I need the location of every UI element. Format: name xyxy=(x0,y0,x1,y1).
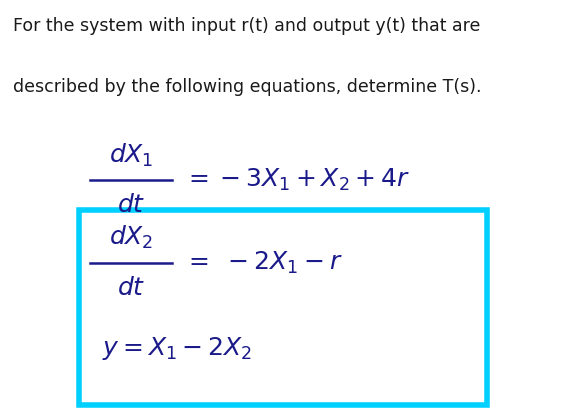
FancyBboxPatch shape xyxy=(79,210,487,405)
Text: $dt$: $dt$ xyxy=(117,276,145,300)
Text: $= \ -2X_1 - r$: $= \ -2X_1 - r$ xyxy=(184,250,342,276)
Text: $dt$: $dt$ xyxy=(117,193,145,217)
Text: $dX_1$: $dX_1$ xyxy=(109,141,153,169)
Text: $dX_2$: $dX_2$ xyxy=(109,224,153,252)
Text: $y = X_1 - 2X_2$: $y = X_1 - 2X_2$ xyxy=(102,335,252,363)
Text: For the system with input r(t) and output y(t) that are: For the system with input r(t) and outpu… xyxy=(13,17,480,35)
Text: described by the following equations, determine T(s).: described by the following equations, de… xyxy=(13,78,482,96)
Text: $= -3X_1 + X_2 + 4r$: $= -3X_1 + X_2 + 4r$ xyxy=(184,167,410,193)
